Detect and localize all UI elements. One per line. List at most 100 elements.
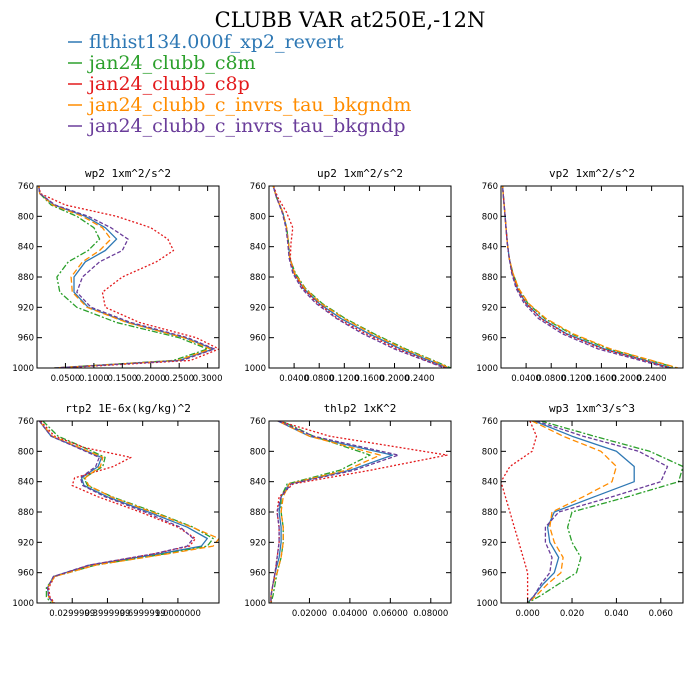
x-tick-label: 0.3999999 [84, 609, 130, 619]
x-tick-label: 0.000 [515, 609, 539, 619]
panel-title: thlp2 1xK^2 [324, 402, 397, 415]
x-tick-label: 0.6999999 [120, 609, 166, 619]
y-tick-label: 960 [18, 569, 34, 579]
x-tick-label: 0.1600 [355, 374, 385, 384]
y-tick-label: 960 [250, 334, 266, 344]
y-tick-label: 880 [482, 273, 498, 283]
x-tick-label: 0.04000 [332, 609, 367, 619]
x-tick-label: 0.1600 [587, 374, 617, 384]
series-line [38, 186, 209, 368]
x-tick-label: 1.0000000 [155, 609, 201, 619]
y-tick-label: 880 [250, 273, 266, 283]
series-group [270, 421, 448, 603]
y-tick-label: 800 [18, 447, 34, 457]
legend-label: jan24_clubb_c8p [87, 73, 250, 95]
series-line [38, 186, 216, 368]
y-tick-label: 1000 [244, 599, 266, 609]
legend-label: flthist134.000f_xp2_revert [89, 31, 344, 53]
y-tick-label: 880 [250, 508, 266, 518]
series-line [38, 186, 219, 368]
y-tick-label: 800 [250, 212, 266, 222]
y-tick-label: 960 [482, 569, 498, 579]
x-tick-label: 0.1200 [561, 374, 591, 384]
series-group [501, 186, 679, 368]
series-line [38, 421, 194, 603]
y-tick-label: 920 [18, 303, 34, 313]
chart-panel: rtp2 1E-6x(kg/kg)^2 760 800 840 880 920 960 100… [12, 402, 220, 619]
panel-title: wp3 1xm^3/s^3 [549, 402, 635, 415]
y-tick-label: 840 [482, 243, 498, 253]
x-tick-label: 0.2400 [637, 374, 667, 384]
y-tick-label: 840 [250, 478, 266, 488]
chart-panel: up2 1xm^2/s^2 760 800 840 880 920 960 1000 0.040… [244, 167, 452, 384]
x-tick-label: 0.2400 [405, 374, 435, 384]
legend-item: jan24_clubb_c_invrs_tau_bkgndp [68, 115, 406, 137]
x-tick-label: 0.0800 [304, 374, 334, 384]
series-line [272, 186, 450, 368]
y-tick-label: 800 [250, 447, 266, 457]
panel-title: up2 1xm^2/s^2 [317, 167, 403, 180]
series-line [527, 421, 635, 603]
x-tick-label: 0.0299999 [49, 609, 95, 619]
y-tick-label: 1000 [476, 599, 498, 609]
series-line [270, 421, 400, 603]
y-tick-label: 760 [482, 417, 498, 427]
series-group [501, 421, 683, 603]
x-tick-label: 0.2000 [380, 374, 410, 384]
legend: flthist134.000f_xp2_revertjan24_clubb_c8… [68, 31, 411, 137]
y-tick-label: 1000 [476, 364, 498, 374]
legend-item: jan24_clubb_c8p [68, 73, 250, 95]
series-line [501, 421, 538, 603]
y-tick-label: 880 [18, 508, 34, 518]
series-group [38, 421, 219, 603]
x-tick-label: 0.08000 [413, 609, 448, 619]
x-tick-label: 0.2000 [136, 374, 166, 384]
series-line [272, 186, 451, 368]
chart-panel: thlp2 1xK^2 760 800 840 880 920 960 1000 0.02000… [244, 402, 452, 619]
series-line [38, 186, 214, 368]
series-line [272, 186, 445, 368]
panel-title: rtp2 1E-6x(kg/kg)^2 [65, 402, 191, 415]
x-tick-label: 0.1500 [107, 374, 137, 384]
legend-label: jan24_clubb_c_invrs_tau_bkgndp [87, 115, 406, 137]
y-tick-label: 920 [250, 303, 266, 313]
y-tick-label: 920 [250, 538, 266, 548]
y-tick-label: 1000 [12, 599, 34, 609]
y-tick-label: 920 [482, 303, 498, 313]
x-tick-label: 0.060 [649, 609, 673, 619]
y-tick-label: 760 [18, 417, 34, 427]
y-tick-label: 760 [250, 182, 266, 192]
series-line [272, 186, 447, 368]
legend-label: jan24_clubb_c_invrs_tau_bkgndm [87, 94, 411, 116]
y-tick-label: 840 [18, 243, 34, 253]
x-tick-label: 0.0400 [279, 374, 309, 384]
x-tick-label: 0.06000 [373, 609, 408, 619]
series-group [272, 186, 451, 368]
x-tick-label: 0.3000 [193, 374, 223, 384]
y-tick-label: 1000 [244, 364, 266, 374]
legend-item: flthist134.000f_xp2_revert [68, 31, 344, 53]
x-tick-label: 0.0500 [51, 374, 81, 384]
y-tick-label: 760 [250, 417, 266, 427]
series-line [38, 421, 219, 603]
panels: wp2 1xm^2/s^2 760 800 840 880 920 960 1000 0.050… [12, 167, 684, 619]
chart-panel: vp2 1xm^2/s^2 760 800 840 880 920 960 1000 0.040… [476, 167, 684, 384]
y-tick-label: 800 [482, 447, 498, 457]
x-tick-label: 0.020 [560, 609, 584, 619]
x-tick-label: 0.1200 [329, 374, 359, 384]
y-tick-label: 840 [482, 478, 498, 488]
x-tick-label: 0.0800 [536, 374, 566, 384]
chart-panel: wp3 1xm^3/s^3 760 800 840 880 920 960 1000 0.000… [476, 402, 684, 619]
panel-title: wp2 1xm^2/s^2 [85, 167, 171, 180]
x-tick-label: 0.040 [604, 609, 628, 619]
y-tick-label: 760 [482, 182, 498, 192]
legend-item: jan24_clubb_c_invrs_tau_bkgndm [68, 94, 411, 116]
x-tick-label: 0.02000 [292, 609, 327, 619]
legend-label: jan24_clubb_c8m [87, 52, 256, 74]
panel-title: vp2 1xm^2/s^2 [549, 167, 635, 180]
y-tick-label: 880 [18, 273, 34, 283]
series-line [501, 186, 669, 368]
y-tick-label: 800 [18, 212, 34, 222]
